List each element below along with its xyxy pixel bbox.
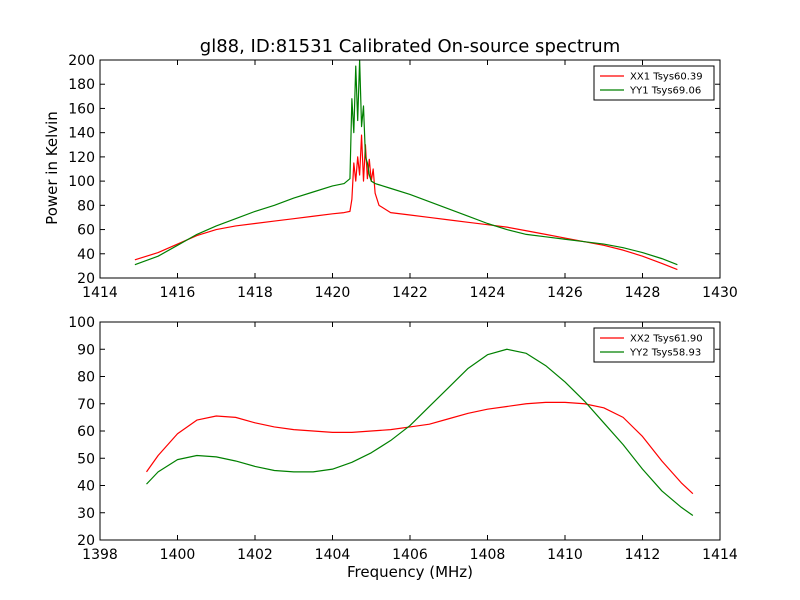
x-tick-label: 1418 <box>237 285 273 301</box>
y-tick-label: 80 <box>77 198 95 214</box>
y-tick-label: 60 <box>77 424 95 440</box>
legend-label: XX1 Tsys60.39 <box>630 72 703 83</box>
x-tick-label: 1430 <box>702 285 738 301</box>
y-tick-label: 160 <box>68 101 95 117</box>
x-tick-label: 1420 <box>315 285 351 301</box>
legend-box <box>593 327 715 363</box>
y-tick-label: 40 <box>77 247 95 263</box>
x-tick-label: 1404 <box>315 547 351 563</box>
y-tick-label: 20 <box>77 271 95 287</box>
series-line-2-2 <box>146 348 694 516</box>
x-tick-label: 1416 <box>160 285 196 301</box>
y-tick-label: 20 <box>77 533 95 549</box>
x-tick-label: 1414 <box>702 547 738 563</box>
x-tick-label: 1402 <box>237 547 273 563</box>
legend-label: XX2 Tsys61.90 <box>630 334 703 345</box>
series-line-1-1 <box>134 134 678 271</box>
x-tick-label: 1414 <box>82 285 118 301</box>
series-line-2-1 <box>146 401 694 495</box>
y-tick-label: 60 <box>77 223 95 239</box>
y-tick-label: 140 <box>68 126 95 142</box>
y-tick-label: 50 <box>77 451 95 467</box>
x-tick-label: 1406 <box>392 547 428 563</box>
y-tick-label: 90 <box>77 342 95 358</box>
x-tick-label: 1424 <box>470 285 506 301</box>
legend: XX2 Tsys61.90 YY2 Tsys58.93 <box>593 327 715 363</box>
x-tick-label: 1410 <box>547 547 583 563</box>
y-tick-label: 200 <box>68 53 95 69</box>
x-tick-label: 1400 <box>160 547 196 563</box>
y-tick-label: 100 <box>68 315 95 331</box>
y-tick-label: 70 <box>77 397 95 413</box>
x-tick-label: 1408 <box>470 547 506 563</box>
legend-label: YY2 Tsys58.93 <box>629 348 701 359</box>
chart-title: gl88, ID:81531 Calibrated On-source spec… <box>200 36 620 57</box>
x-tick-label: 1428 <box>625 285 661 301</box>
legend-box <box>593 65 715 101</box>
bottom-x-axis-label: Frequency (MHz) <box>347 563 473 581</box>
series-line-1-2 <box>134 59 678 266</box>
bottom-plot: 1398 1400 1402 1404 1406 1408 1410 1412 1414 20 30… <box>68 315 738 563</box>
y-tick-label: 100 <box>68 174 95 190</box>
y-tick-label: 40 <box>77 479 95 495</box>
legend: XX1 Tsys60.39 YY1 Tsys69.06 <box>593 65 715 101</box>
legend-label: YY1 Tsys69.06 <box>629 86 701 97</box>
y-tick-label: 30 <box>77 506 95 522</box>
top-y-axis-label: Power in Kelvin <box>43 111 61 225</box>
x-tick-label: 1398 <box>82 547 118 563</box>
x-tick-label: 1426 <box>547 285 583 301</box>
y-tick-label: 120 <box>68 150 95 166</box>
x-tick-label: 1412 <box>625 547 661 563</box>
y-tick-label: 80 <box>77 370 95 386</box>
top-plot: 1414 1416 1418 1420 1422 1424 1426 1428 1430 20 40… <box>68 53 738 301</box>
x-tick-label: 1422 <box>392 285 428 301</box>
y-tick-label: 180 <box>68 77 95 93</box>
